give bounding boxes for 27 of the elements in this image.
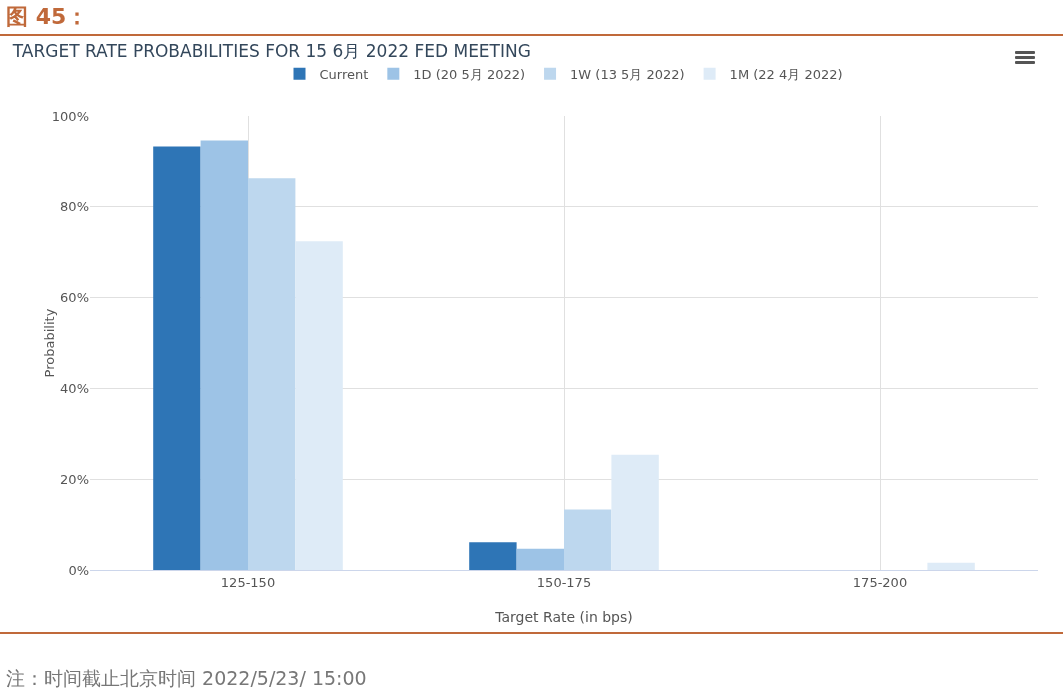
- x-tick-label: 150-175: [536, 574, 592, 590]
- bar: [927, 562, 975, 570]
- bar: [469, 542, 517, 570]
- legend-label: 1D (20 5月 2022): [413, 66, 526, 82]
- bar: [200, 140, 248, 570]
- x-axis-title: Target Rate (in bps): [494, 609, 633, 625]
- legend-label: 1M (22 4月 2022): [729, 66, 843, 82]
- y-tick-label: 40%: [60, 380, 89, 396]
- bar: [564, 509, 612, 570]
- x-tick-label: 125-150: [220, 574, 276, 590]
- text: 注：时间截止北京时间 2022/5/23/ 15:00: [6, 666, 367, 691]
- y-tick-label: 60%: [60, 290, 89, 306]
- x-tick-label: 175-200: [852, 574, 908, 590]
- bar: [153, 146, 201, 570]
- y-tick-label: 100%: [51, 108, 89, 124]
- chart-subtitle: TARGET RATE PROBABILITIES FOR 15 6月 2022 FED MEETING: [11, 40, 531, 61]
- bar: [611, 454, 659, 570]
- y-tick-label: 0%: [68, 562, 89, 578]
- bar: [516, 548, 564, 570]
- bar: [295, 241, 343, 570]
- y-tick-label: 20%: [60, 471, 89, 487]
- legend-label: 1W (13 5月 2022): [570, 66, 685, 82]
- y-axis-title: Probability: [42, 308, 57, 378]
- y-tick-label: 80%: [60, 199, 89, 215]
- bar: [248, 178, 296, 570]
- legend-label: Current: [319, 66, 369, 82]
- chart-title: 图 45：: [6, 3, 89, 31]
